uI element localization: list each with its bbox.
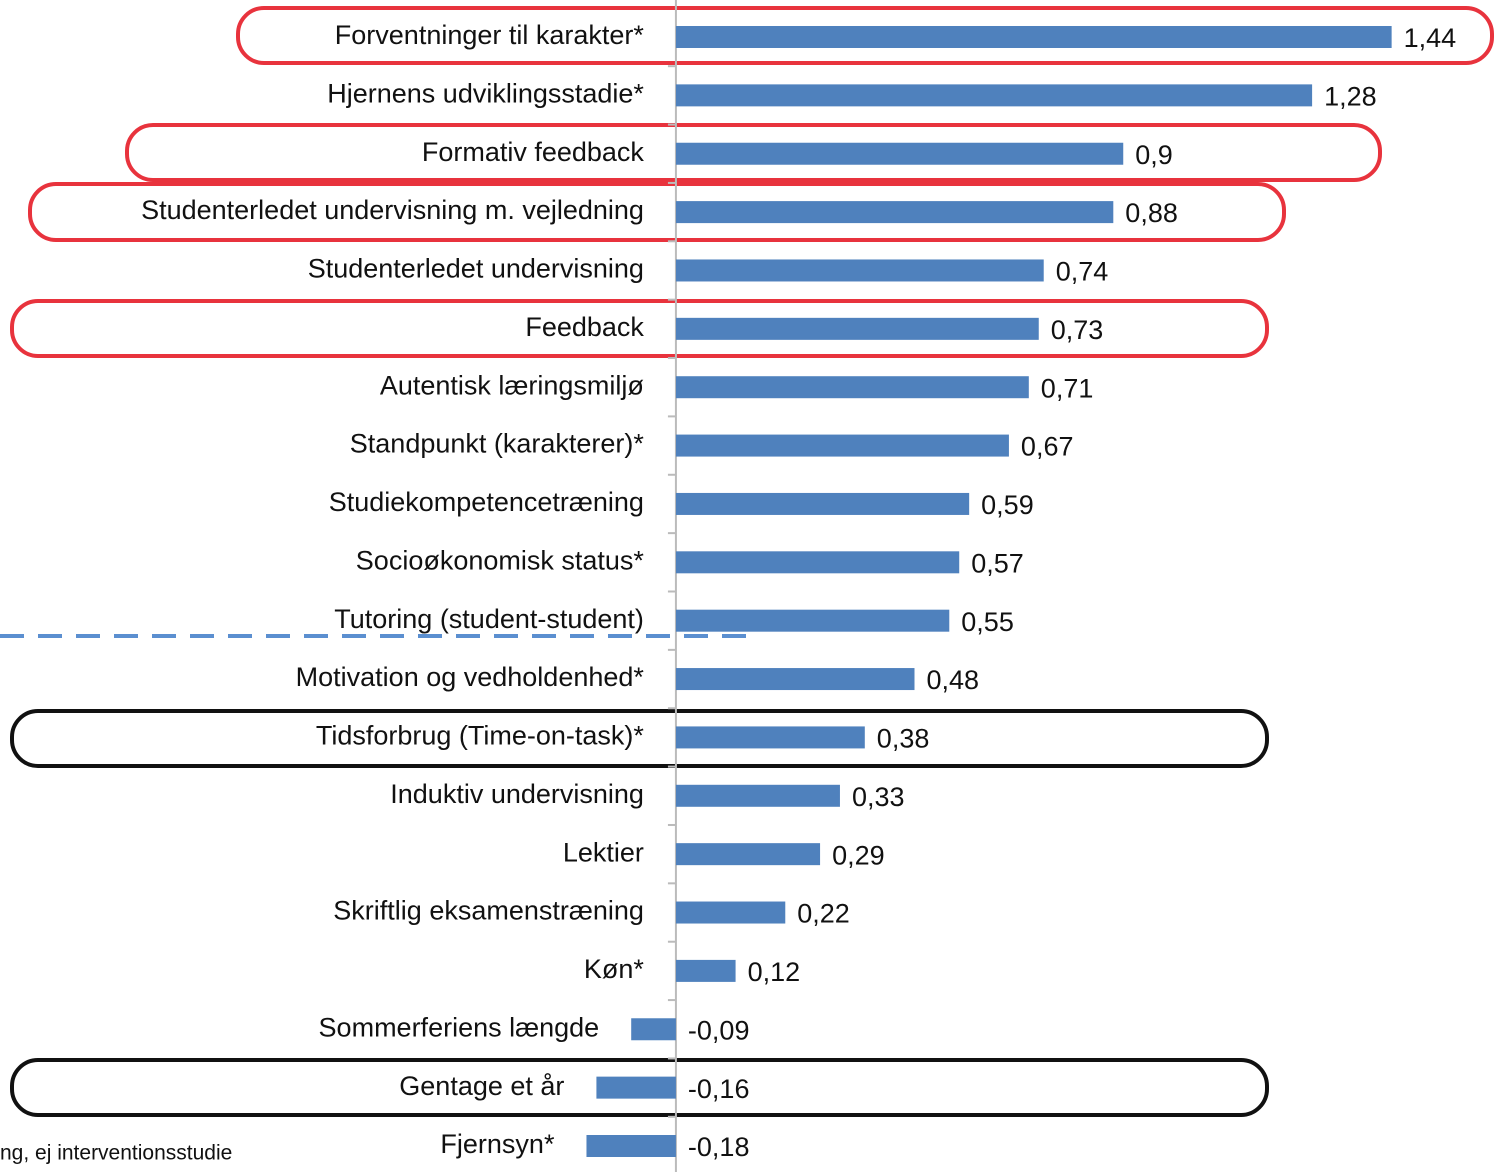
bar bbox=[596, 1076, 676, 1099]
bar bbox=[675, 84, 1313, 107]
category-label: Tidsforbrug (Time-on-task)* bbox=[316, 721, 645, 751]
category-label: Studiekompetencetræning bbox=[329, 487, 644, 517]
category-label: Motivation og vedholdenhed* bbox=[296, 662, 645, 692]
value-label: 0,88 bbox=[1125, 198, 1178, 228]
highlight bbox=[10, 709, 1269, 768]
bar bbox=[675, 609, 950, 632]
bar bbox=[631, 1018, 676, 1041]
category-label: Studenterledet undervisning bbox=[308, 254, 644, 284]
bar bbox=[675, 959, 736, 982]
value-label: 0,71 bbox=[1041, 373, 1094, 403]
category-label: Standpunkt (karakterer)* bbox=[350, 429, 645, 459]
highlight bbox=[125, 123, 1382, 182]
bar bbox=[675, 492, 970, 515]
value-label: 0,67 bbox=[1021, 432, 1074, 462]
bar bbox=[675, 668, 915, 691]
value-label: 0,33 bbox=[852, 782, 905, 812]
category-label: Formativ feedback bbox=[422, 137, 645, 167]
category-label: Hjernens udviklingsstadie* bbox=[327, 78, 644, 108]
value-label: 0,29 bbox=[832, 840, 885, 870]
bar bbox=[675, 142, 1124, 165]
category-label: Lektier bbox=[563, 837, 644, 867]
bar bbox=[675, 726, 865, 749]
highlight bbox=[28, 182, 1286, 242]
bar bbox=[675, 784, 840, 807]
bar bbox=[586, 1135, 676, 1157]
highlight bbox=[10, 299, 1269, 358]
category-label: Sommerferiens længde bbox=[319, 1012, 600, 1042]
category-label: Forventninger til karakter* bbox=[335, 20, 645, 50]
value-label: 1,44 bbox=[1404, 23, 1457, 53]
bar bbox=[675, 843, 821, 866]
category-label: Skriftlig eksamenstræning bbox=[333, 896, 644, 926]
bar bbox=[675, 434, 1009, 457]
value-label: 0,59 bbox=[981, 490, 1034, 520]
value-label: 1,28 bbox=[1324, 81, 1377, 111]
category-label: Gentage et år bbox=[399, 1071, 564, 1101]
value-label: 0,57 bbox=[971, 548, 1024, 578]
bar bbox=[675, 901, 786, 924]
category-label: Induktiv undervisning bbox=[390, 779, 644, 809]
category-label: Fjernsyn* bbox=[440, 1129, 555, 1159]
bar bbox=[675, 201, 1114, 224]
value-label: -0,16 bbox=[688, 1074, 750, 1104]
value-label: 0,73 bbox=[1051, 315, 1104, 345]
bar bbox=[675, 317, 1039, 340]
category-label: Feedback bbox=[525, 312, 644, 342]
value-label: 0,48 bbox=[926, 665, 979, 695]
value-label: 0,55 bbox=[961, 607, 1014, 637]
value-label: 0,74 bbox=[1056, 257, 1109, 287]
value-label: -0,09 bbox=[688, 1015, 750, 1045]
bar bbox=[675, 551, 960, 574]
value-label: 0,22 bbox=[797, 899, 850, 929]
value-label: 0,9 bbox=[1135, 140, 1173, 170]
value-label: 0,38 bbox=[877, 724, 930, 754]
bar bbox=[675, 26, 1392, 48]
category-label: Køn* bbox=[584, 954, 645, 984]
highlight bbox=[236, 6, 1494, 65]
bar bbox=[675, 259, 1044, 282]
bar bbox=[675, 376, 1029, 399]
highlight bbox=[10, 1058, 1269, 1117]
category-label: Studenterledet undervisning m. vejlednin… bbox=[141, 195, 644, 225]
category-label: Autentisk læringsmiljø bbox=[380, 370, 644, 400]
footnote: ng, ej interventionsstudie bbox=[0, 1142, 232, 1165]
category-label: Socioøkonomisk status* bbox=[356, 545, 645, 575]
value-label: 0,12 bbox=[748, 957, 801, 987]
value-label: -0,18 bbox=[688, 1132, 750, 1162]
category-label: Tutoring (student-student) bbox=[334, 604, 644, 634]
